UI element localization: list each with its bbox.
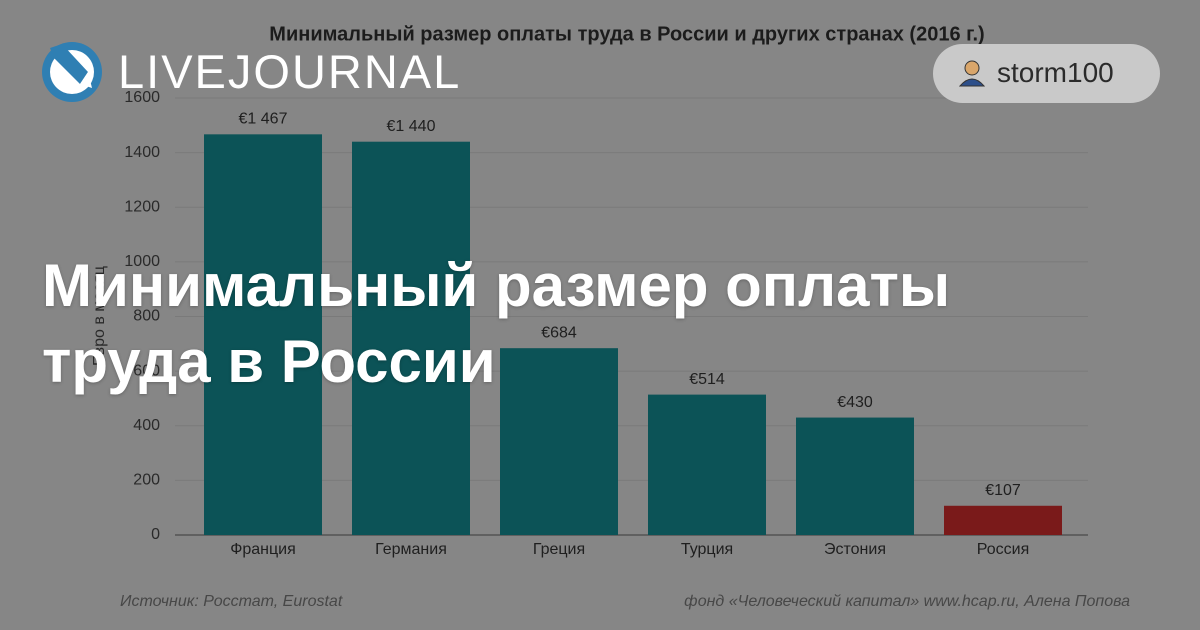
credit: фонд «Человеческий капитал» www.hcap.ru,… — [684, 593, 1130, 610]
brand[interactable]: LIVEJOURNAL — [118, 45, 462, 98]
value-label: €1 440 — [387, 118, 436, 135]
user-icon — [958, 60, 986, 87]
x-tick-label: Германия — [375, 541, 447, 558]
headline-line: Минимальный размер оплаты — [42, 252, 951, 319]
user-badge[interactable]: storm100 — [933, 44, 1160, 103]
y-tick-label: 1000 — [124, 253, 160, 270]
x-tick-label: Франция — [230, 541, 296, 558]
x-tick-label: Турция — [681, 541, 733, 558]
value-label: €514 — [689, 371, 725, 388]
chart-title: Минимальный размер оплаты труда в России… — [269, 23, 984, 45]
logo-icon — [42, 42, 102, 102]
headline: Минимальный размер оплаты труда в России — [42, 248, 950, 400]
bar — [796, 417, 914, 535]
user-name[interactable]: storm100 — [997, 57, 1114, 88]
value-label: €684 — [541, 324, 577, 341]
source: Источник: Росстат, Eurostat — [120, 593, 343, 610]
y-tick-label: 400 — [133, 417, 160, 434]
y-tick-label: 800 — [133, 308, 160, 325]
y-tick-label: 200 — [133, 472, 160, 489]
value-label: €1 467 — [239, 111, 288, 128]
x-tick-label: Россия — [977, 541, 1029, 558]
y-tick-label: 1200 — [124, 198, 160, 215]
value-label: €430 — [837, 394, 873, 411]
y-tick-label: 600 — [133, 362, 160, 379]
value-label: €107 — [985, 482, 1021, 499]
bar — [944, 505, 1062, 535]
y-tick-label: 1400 — [124, 144, 160, 161]
plot: 0 200 400 600 800 1000 1200 1400 1600 Франция €1 4… — [124, 89, 1088, 558]
x-tick-label: Греция — [533, 541, 585, 558]
y-tick-label: 1600 — [124, 89, 160, 106]
y-axis-label: Евро в месяц — [91, 266, 108, 366]
x-tick-label: Эстония — [824, 541, 886, 558]
bar — [500, 348, 618, 535]
bar — [648, 394, 766, 535]
bar — [204, 134, 322, 535]
bar — [352, 141, 470, 535]
y-tick-label: 0 — [151, 526, 160, 543]
headline-line: труда в России — [42, 328, 496, 395]
